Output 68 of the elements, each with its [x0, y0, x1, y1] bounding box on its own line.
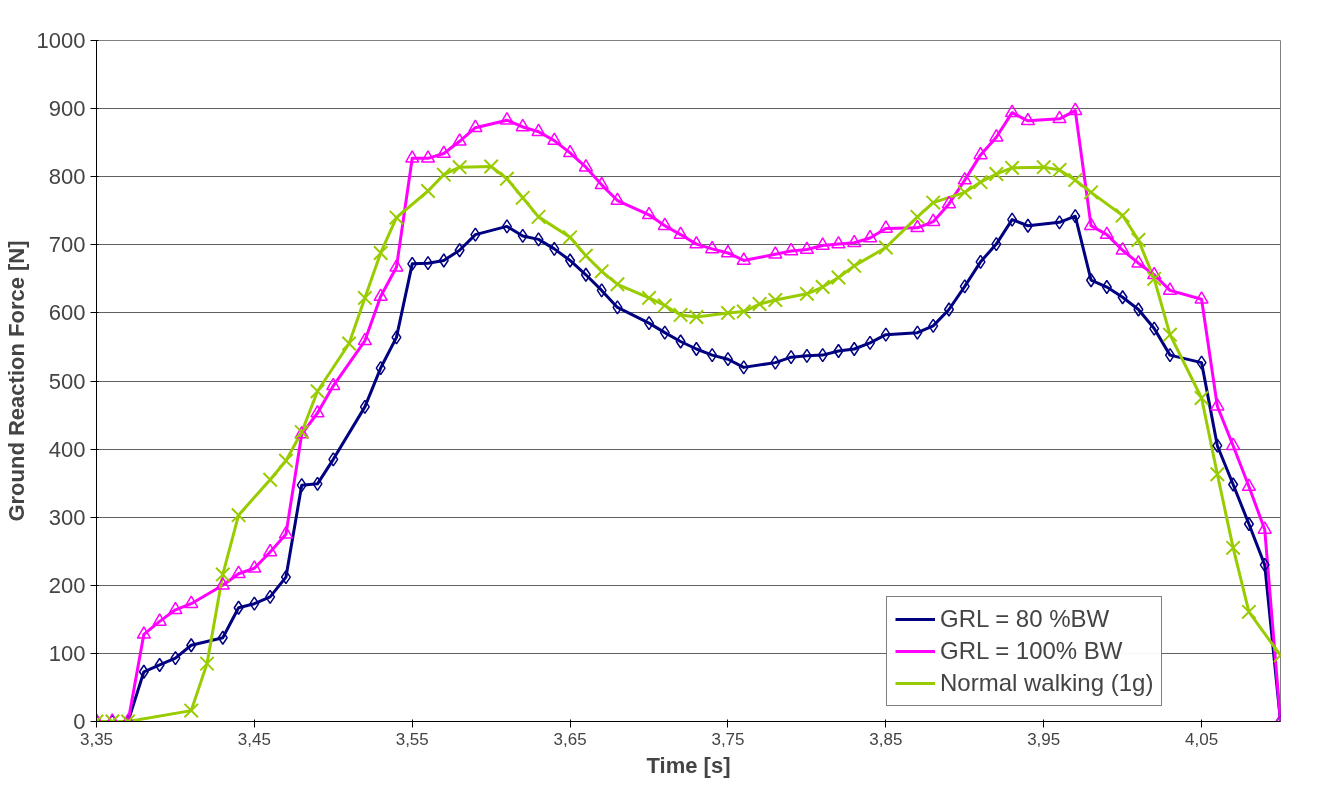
point	[925, 194, 941, 211]
point	[530, 209, 547, 225]
x-tick-label: 4,05	[1185, 729, 1219, 749]
point	[799, 286, 815, 302]
point	[1114, 207, 1131, 224]
y-tick-label: 800	[48, 164, 86, 190]
point	[1004, 160, 1020, 176]
point	[341, 335, 357, 352]
point	[578, 247, 594, 264]
x-tick-label: 3,85	[869, 729, 903, 749]
point	[483, 158, 499, 175]
point	[988, 166, 1005, 182]
legend-label: Normal walking (1g)	[940, 669, 1154, 697]
point	[767, 292, 784, 308]
point	[1225, 540, 1241, 556]
point	[751, 296, 768, 312]
point	[878, 239, 894, 256]
y-tick-label: 100	[48, 640, 86, 666]
y-tick-label: 700	[48, 232, 86, 258]
y-tick-label: 600	[48, 300, 86, 326]
point	[957, 184, 973, 201]
legend-label: GRL = 100% BW	[940, 637, 1123, 665]
point	[1193, 390, 1210, 406]
point	[1130, 232, 1147, 248]
legend-label: GRL = 80 %BW	[940, 605, 1110, 633]
point	[641, 290, 657, 306]
point	[1162, 326, 1178, 343]
point	[388, 209, 405, 226]
y-tick-label: 900	[48, 96, 86, 122]
point	[515, 190, 531, 206]
point	[1146, 271, 1162, 287]
point	[372, 245, 389, 261]
point	[278, 452, 294, 469]
point	[215, 566, 231, 583]
x-tick-label: 3,55	[395, 729, 429, 749]
point	[814, 279, 831, 295]
point	[846, 258, 862, 274]
point	[183, 702, 199, 719]
y-tick-label: 1000	[36, 28, 86, 53]
y-tick-label: 200	[48, 572, 86, 598]
point	[499, 171, 515, 187]
point	[357, 290, 373, 306]
x-tick-label: 3,45	[237, 729, 271, 749]
point	[609, 276, 626, 293]
point	[451, 159, 468, 175]
point	[230, 507, 247, 523]
x-tick-label: 3,95	[1027, 729, 1061, 749]
point	[1067, 172, 1083, 188]
point	[1083, 184, 1099, 201]
point	[593, 263, 610, 280]
point	[420, 183, 436, 199]
point	[562, 229, 578, 246]
point	[309, 383, 326, 399]
y-tick-label: 400	[48, 436, 86, 462]
point	[1209, 466, 1226, 483]
point	[199, 655, 215, 672]
point	[830, 269, 847, 286]
point	[436, 166, 452, 183]
y-tick-label: 300	[48, 504, 86, 530]
x-tick-label: 3,65	[553, 729, 587, 749]
x-tick-label: 3,75	[711, 729, 745, 749]
y-tick-label: 500	[48, 368, 86, 394]
x-axis-title: Time [s]	[646, 752, 731, 778]
y-axis-title: Ground Reaction Force [N]	[3, 240, 29, 522]
point	[1241, 604, 1257, 620]
point	[262, 472, 278, 488]
point	[972, 174, 989, 190]
point	[657, 297, 673, 314]
